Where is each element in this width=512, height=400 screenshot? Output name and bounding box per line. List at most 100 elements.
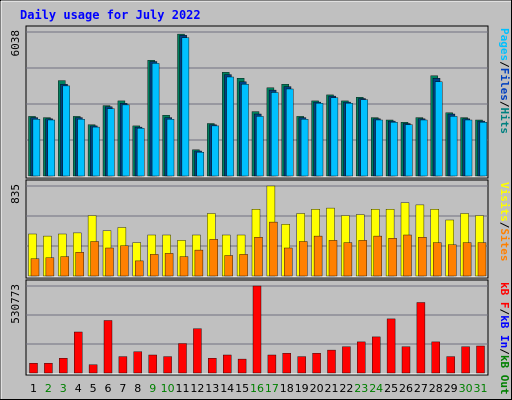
bar-pages-day-5 bbox=[92, 126, 100, 177]
x-tick-label: 15 bbox=[235, 382, 249, 395]
bar-pages-day-31 bbox=[479, 122, 488, 177]
bar-sites-day-6 bbox=[105, 247, 114, 277]
bar-sites-day-17 bbox=[269, 221, 278, 277]
bar-kb-f-day-2 bbox=[44, 363, 53, 374]
panel-1-max-label: 6038 bbox=[9, 30, 22, 57]
bar-sites-day-1 bbox=[30, 258, 40, 277]
legend-entry: / bbox=[498, 61, 511, 68]
bar-sites-day-31 bbox=[477, 242, 487, 277]
bar-pages-day-22 bbox=[345, 103, 353, 177]
bar-sites-day-28 bbox=[433, 242, 442, 277]
bar-kb-f-day-15 bbox=[237, 358, 247, 374]
x-tick-label: 14 bbox=[220, 382, 234, 395]
legend-entry: kB Out bbox=[498, 355, 511, 395]
x-tick-label: 31 bbox=[474, 382, 488, 395]
bar-kb-f-day-5 bbox=[88, 364, 98, 374]
bar-sites-day-2 bbox=[45, 257, 55, 277]
bar-pages-day-27 bbox=[420, 119, 428, 177]
bar-sites-day-25 bbox=[388, 238, 397, 277]
bar-sites-day-7 bbox=[120, 245, 129, 277]
bar-pages-day-29 bbox=[449, 116, 458, 177]
bar-sites-day-14 bbox=[224, 255, 233, 277]
x-tick-label: 23 bbox=[354, 382, 368, 395]
bar-kb-f-day-24 bbox=[372, 336, 381, 374]
bar-pages-day-24 bbox=[375, 119, 383, 177]
legend-entry: Hits bbox=[498, 108, 511, 135]
bar-kb-f-day-9 bbox=[148, 354, 157, 374]
bar-kb-f-day-26 bbox=[401, 346, 411, 374]
x-axis-labels: 1 2 3 4 5 6 7 8 9 10 11 12 13 14 15 16 17 18 19 20 21 22 23 24 2… bbox=[30, 382, 488, 395]
bar-kb-f-day-7 bbox=[118, 356, 128, 374]
bar-sites-day-10 bbox=[164, 253, 174, 277]
x-tick-label: 3 bbox=[60, 382, 67, 395]
panel-1: 6038 Pages/Files/Hits bbox=[9, 25, 511, 179]
x-tick-label: 6 bbox=[105, 382, 112, 395]
chart-title: Daily usage for July 2022 bbox=[20, 8, 201, 22]
bar-pages-day-8 bbox=[136, 128, 145, 177]
x-tick-label: 21 bbox=[325, 382, 339, 395]
bar-sites-day-24 bbox=[373, 235, 382, 277]
x-tick-label: 20 bbox=[310, 382, 324, 395]
bar-kb-f-day-22 bbox=[342, 346, 351, 374]
bar-sites-day-9 bbox=[149, 254, 159, 277]
bar-kb-f-day-11 bbox=[178, 343, 187, 374]
x-tick-label: 7 bbox=[119, 382, 126, 395]
bar-sites-day-8 bbox=[135, 260, 144, 277]
bar-pages-day-17 bbox=[271, 92, 279, 177]
bar-sites-day-19 bbox=[299, 241, 308, 277]
bar-pages-day-16 bbox=[256, 116, 264, 177]
bar-kb-f-day-28 bbox=[431, 341, 440, 374]
bar-pages-day-14 bbox=[226, 76, 234, 177]
bar-pages-day-18 bbox=[286, 88, 294, 177]
bar-kb-f-day-16 bbox=[252, 285, 262, 374]
bar-sites-day-16 bbox=[254, 236, 263, 277]
legend-entry: / bbox=[498, 348, 511, 355]
bar-sites-day-22 bbox=[343, 242, 353, 277]
panel-2-legend: Visits/Sites bbox=[498, 182, 511, 262]
x-tick-label: 16 bbox=[250, 382, 264, 395]
bar-pages-day-15 bbox=[241, 83, 249, 177]
bar-kb-f-day-29 bbox=[446, 356, 455, 374]
bar-pages-day-7 bbox=[122, 104, 130, 177]
bar-kb-f-day-18 bbox=[282, 353, 291, 374]
bar-sites-day-18 bbox=[284, 247, 293, 277]
bar-sites-day-30 bbox=[462, 242, 472, 277]
bar-sites-day-15 bbox=[239, 254, 248, 277]
x-tick-label: 18 bbox=[280, 382, 294, 395]
panel-3-legend: kB F/kB In/kB Out bbox=[498, 282, 511, 395]
bar-pages-day-28 bbox=[435, 81, 443, 177]
bar-sites-day-29 bbox=[448, 244, 457, 277]
panel-2-max-label: 835 bbox=[9, 184, 22, 204]
legend-entry: kB In bbox=[498, 315, 511, 348]
panel-2: 835 Visits/Sites bbox=[9, 179, 511, 279]
bar-pages-day-21 bbox=[330, 97, 339, 177]
panel-3: 530773 kB F/kB In/kB Out bbox=[9, 279, 511, 395]
bar-pages-day-19 bbox=[300, 118, 309, 177]
bar-kb-f-day-12 bbox=[193, 328, 202, 374]
x-tick-label: 27 bbox=[414, 382, 428, 395]
bar-pages-day-23 bbox=[360, 99, 368, 177]
bar-pages-day-9 bbox=[151, 63, 160, 177]
x-tick-label: 8 bbox=[134, 382, 141, 395]
bar-sites-day-4 bbox=[75, 252, 84, 277]
x-tick-label: 30 bbox=[459, 382, 473, 395]
bar-kb-f-day-30 bbox=[461, 346, 470, 374]
bar-kb-f-day-1 bbox=[29, 363, 38, 374]
bar-kb-f-day-21 bbox=[327, 349, 336, 374]
x-tick-label: 29 bbox=[444, 382, 458, 395]
bar-kb-f-day-3 bbox=[59, 358, 68, 374]
bar-kb-f-day-13 bbox=[208, 358, 217, 374]
bar-kb-f-day-20 bbox=[312, 353, 321, 374]
bar-kb-f-day-14 bbox=[222, 354, 232, 374]
x-tick-label: 5 bbox=[90, 382, 97, 395]
x-tick-label: 4 bbox=[75, 382, 82, 395]
panel-1-legend: Pages/Files/Hits bbox=[498, 28, 511, 134]
bar-pages-day-4 bbox=[77, 118, 85, 177]
x-tick-label: 26 bbox=[399, 382, 413, 395]
bar-pages-day-26 bbox=[405, 124, 413, 177]
bar-kb-f-day-8 bbox=[133, 351, 143, 374]
bar-kb-f-day-6 bbox=[103, 320, 113, 374]
bar-pages-day-13 bbox=[211, 125, 219, 177]
